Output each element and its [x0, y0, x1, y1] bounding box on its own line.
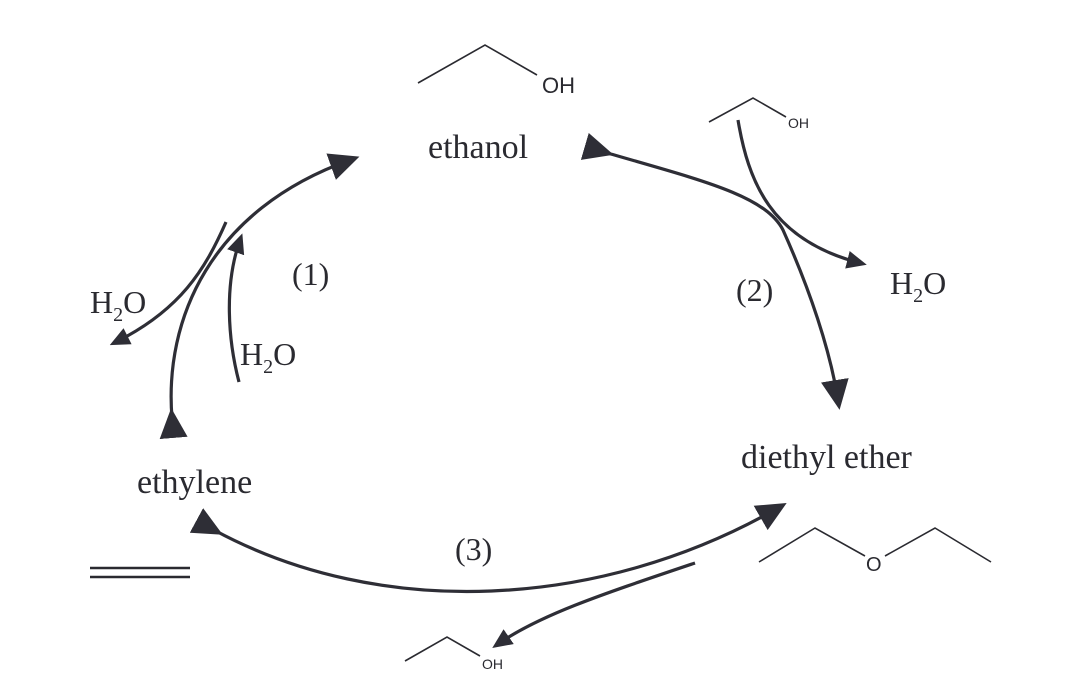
- step-1-label: (1): [292, 256, 329, 292]
- ethylene-structure: [90, 566, 190, 579]
- step3-ethanol-out-arrow: [492, 561, 696, 648]
- step2-reagent-to-water-arrow: [736, 119, 867, 269]
- diethyl-ether-right-bonds: [884, 527, 992, 563]
- water-left-in-h: H: [240, 336, 263, 372]
- step1-arrow-to-ethanol: [159, 153, 360, 440]
- diethyl-ether-left-bonds: [758, 527, 866, 563]
- ethylene-label: ethylene: [137, 464, 252, 501]
- step2-arrow-ethanol-ether: [580, 132, 849, 410]
- water-left-in-subscript: 2: [263, 356, 273, 378]
- ethanol-reagent-right-oh-label: OH: [788, 115, 809, 131]
- water-right-subscript: 2: [913, 285, 923, 307]
- ethanol-structure-reagent-right: OH: [708, 97, 809, 131]
- water-right-h: H: [890, 265, 913, 301]
- water-left-in-o: O: [273, 336, 296, 372]
- step1-water-out-arrow: [109, 221, 228, 346]
- ethanol-structure-bottom: OH: [404, 636, 503, 672]
- ethanol-reagent-right-bonds: [708, 97, 787, 123]
- water-right-label: H2O: [890, 265, 946, 307]
- ethanol-structure-top: OH: [417, 44, 575, 98]
- step-3-label: (3): [455, 531, 492, 567]
- ethanol-label: ethanol: [428, 129, 528, 166]
- water-left-in-label: H2O: [240, 336, 296, 378]
- ethanol-top-oh-label: OH: [542, 73, 575, 98]
- water-right-o: O: [923, 265, 946, 301]
- ethanol-bottom-bonds: [404, 636, 481, 662]
- water-left-out-subscript: 2: [113, 304, 123, 326]
- diethyl-ether-label: diethyl ether: [741, 439, 913, 476]
- ethanol-bottom-oh-label: OH: [482, 656, 503, 672]
- ethanol-top-bonds: [417, 44, 538, 84]
- diethyl-ether-structure: O: [758, 527, 992, 576]
- water-left-out-label: H2O: [90, 284, 146, 326]
- water-left-out-o: O: [123, 284, 146, 320]
- water-left-out-h: H: [90, 284, 113, 320]
- step-2-label: (2): [736, 272, 773, 308]
- diethyl-ether-o-label: O: [866, 554, 882, 576]
- step1-water-in-arrow: [227, 233, 245, 383]
- step3-arrow-ether-ethylene: [189, 503, 787, 594]
